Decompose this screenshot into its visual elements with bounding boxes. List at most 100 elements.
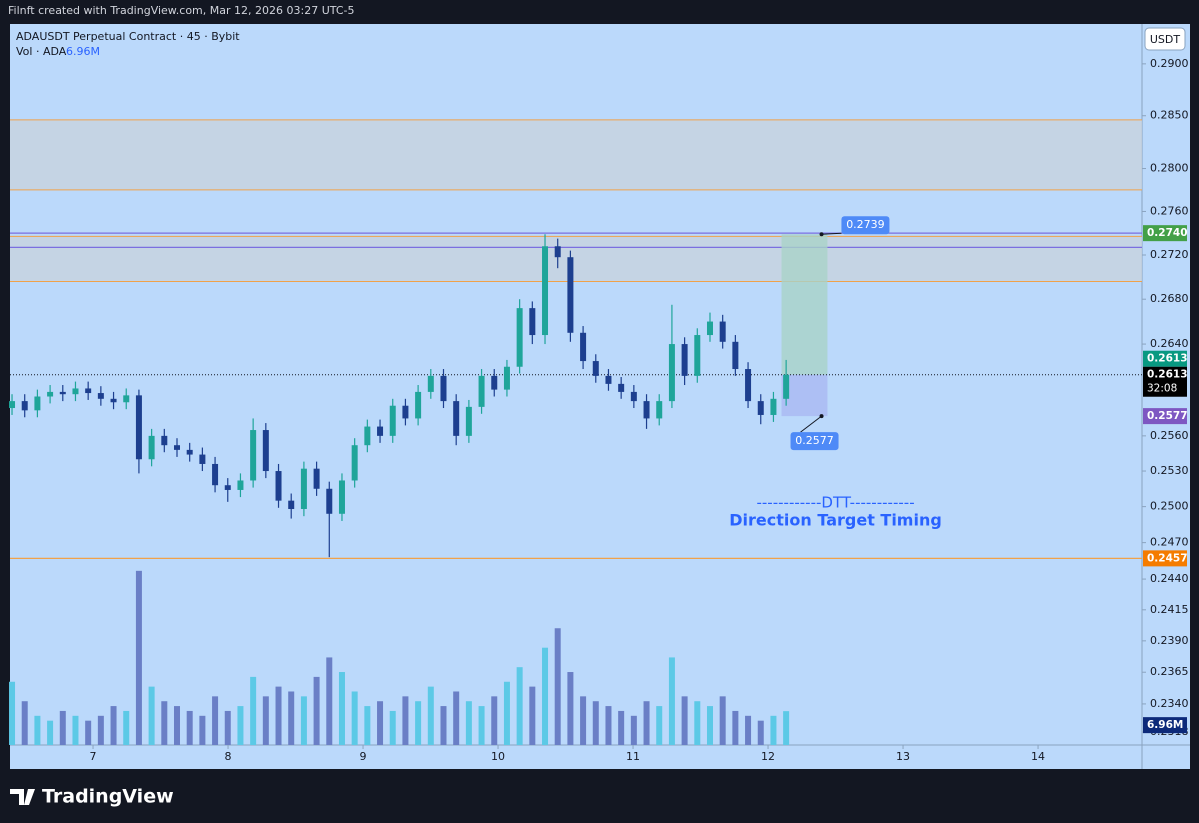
- candle-body: [503, 366, 510, 390]
- candle-body: [478, 375, 485, 407]
- candle-body: [110, 398, 117, 403]
- candle-body: [47, 391, 54, 397]
- candle-body: [250, 430, 257, 481]
- y-tick-label: 0.2560: [1150, 429, 1189, 442]
- axis-price-label: 0.2457: [1147, 552, 1188, 564]
- candle-body: [85, 388, 92, 394]
- candle-body: [567, 257, 574, 333]
- volume-bar: [757, 720, 764, 745]
- volume-bar: [567, 672, 574, 745]
- candle-body: [605, 375, 612, 384]
- candle-body: [275, 471, 282, 501]
- y-tick-label: 0.2530: [1150, 464, 1189, 477]
- volume-bar: [618, 710, 625, 745]
- zone: [10, 236, 1142, 282]
- volume-axis-label: 6.96M: [1147, 719, 1183, 731]
- volume-bar: [592, 701, 599, 745]
- y-tick-label: 0.2340: [1150, 697, 1189, 710]
- candle-body: [542, 246, 549, 336]
- volume-bar: [580, 696, 587, 745]
- volume-bar: [694, 701, 701, 745]
- candle-body: [364, 426, 371, 446]
- y-tick-label: 0.2365: [1150, 665, 1189, 678]
- volume-legend: Vol · ADA: [16, 45, 67, 58]
- candle-body: [389, 405, 396, 436]
- candle-body: [9, 401, 16, 409]
- candle-body: [34, 396, 41, 411]
- volume-bar: [503, 681, 510, 745]
- candle-body: [224, 485, 231, 490]
- symbol-title: ADAUSDT Perpetual Contract · 45 · Bybit: [16, 30, 240, 43]
- volume-bar: [706, 706, 713, 745]
- volume-bar: [224, 710, 231, 745]
- candle-body: [592, 361, 599, 376]
- volume-bar: [415, 701, 422, 745]
- callout-leader: [800, 415, 822, 433]
- volume-bar: [9, 681, 16, 745]
- x-tick-label: 12: [761, 750, 775, 763]
- volume-bar: [72, 715, 79, 745]
- y-tick-label: 0.2720: [1150, 248, 1189, 261]
- candle-body: [529, 308, 536, 336]
- volume-legend-value: 6.96M: [66, 45, 100, 58]
- candle-body: [745, 369, 752, 402]
- volume-bar: [668, 657, 675, 745]
- candle-body: [630, 391, 637, 402]
- candle-body: [173, 445, 180, 450]
- volume-bar: [21, 701, 28, 745]
- volume-bar: [783, 711, 790, 745]
- volume-bar: [135, 570, 142, 745]
- y-tick-label: 0.2900: [1150, 57, 1189, 70]
- volume-bar: [364, 706, 371, 745]
- volume-bar: [630, 715, 637, 745]
- candle-body: [656, 401, 663, 419]
- volume-bar: [440, 706, 447, 745]
- candle-body: [313, 468, 320, 489]
- volume-bar: [148, 686, 155, 745]
- volume-bar: [123, 710, 130, 745]
- candle-body: [427, 375, 434, 392]
- volume-bar: [288, 691, 295, 745]
- volume-bar: [516, 667, 523, 745]
- y-tick-label: 0.2850: [1150, 109, 1189, 122]
- candle-body: [465, 406, 472, 436]
- x-tick-label: 8: [225, 750, 232, 763]
- candle-body: [757, 401, 764, 415]
- stop-box: [781, 374, 828, 417]
- y-tick-label: 0.2680: [1150, 292, 1189, 305]
- volume-axis-label-bg: [1143, 717, 1187, 734]
- candle-body: [453, 401, 460, 436]
- candle-body: [351, 445, 358, 481]
- volume-bar: [326, 657, 333, 745]
- target-box: [781, 234, 828, 375]
- marks: 0.2739 0.2577 ------------DTT------------D…: [9, 57, 1189, 763]
- volume-bar: [313, 676, 320, 745]
- volume-bar: [377, 701, 384, 745]
- currency-button[interactable]: [1144, 27, 1186, 51]
- volume-bar: [173, 706, 180, 745]
- x-tick-label: 13: [896, 750, 910, 763]
- volume-bar: [186, 710, 193, 745]
- volume-bar: [745, 715, 752, 745]
- callout-label: 0.2739: [846, 218, 885, 231]
- volume-bar: [34, 715, 41, 745]
- candle-body: [618, 383, 625, 392]
- currency[interactable]: USDT: [1150, 33, 1181, 46]
- tv-logo: [10, 789, 35, 805]
- candle-body: [288, 500, 295, 510]
- volume-bar: [199, 715, 206, 745]
- volume-bar: [389, 710, 396, 745]
- volume-bar: [300, 696, 307, 745]
- axis-price-label: 0.2613: [1147, 353, 1188, 365]
- candle-body: [59, 391, 66, 395]
- annotation-line: Direction Target Timing: [729, 511, 942, 530]
- volume-bar: [681, 696, 688, 745]
- volume-bar: [338, 672, 345, 745]
- candle-body: [135, 395, 142, 460]
- candle-body: [681, 344, 688, 376]
- candle-body: [199, 454, 206, 464]
- callout-dot: [819, 414, 824, 419]
- candle-body: [300, 468, 307, 510]
- candle-body: [402, 405, 409, 419]
